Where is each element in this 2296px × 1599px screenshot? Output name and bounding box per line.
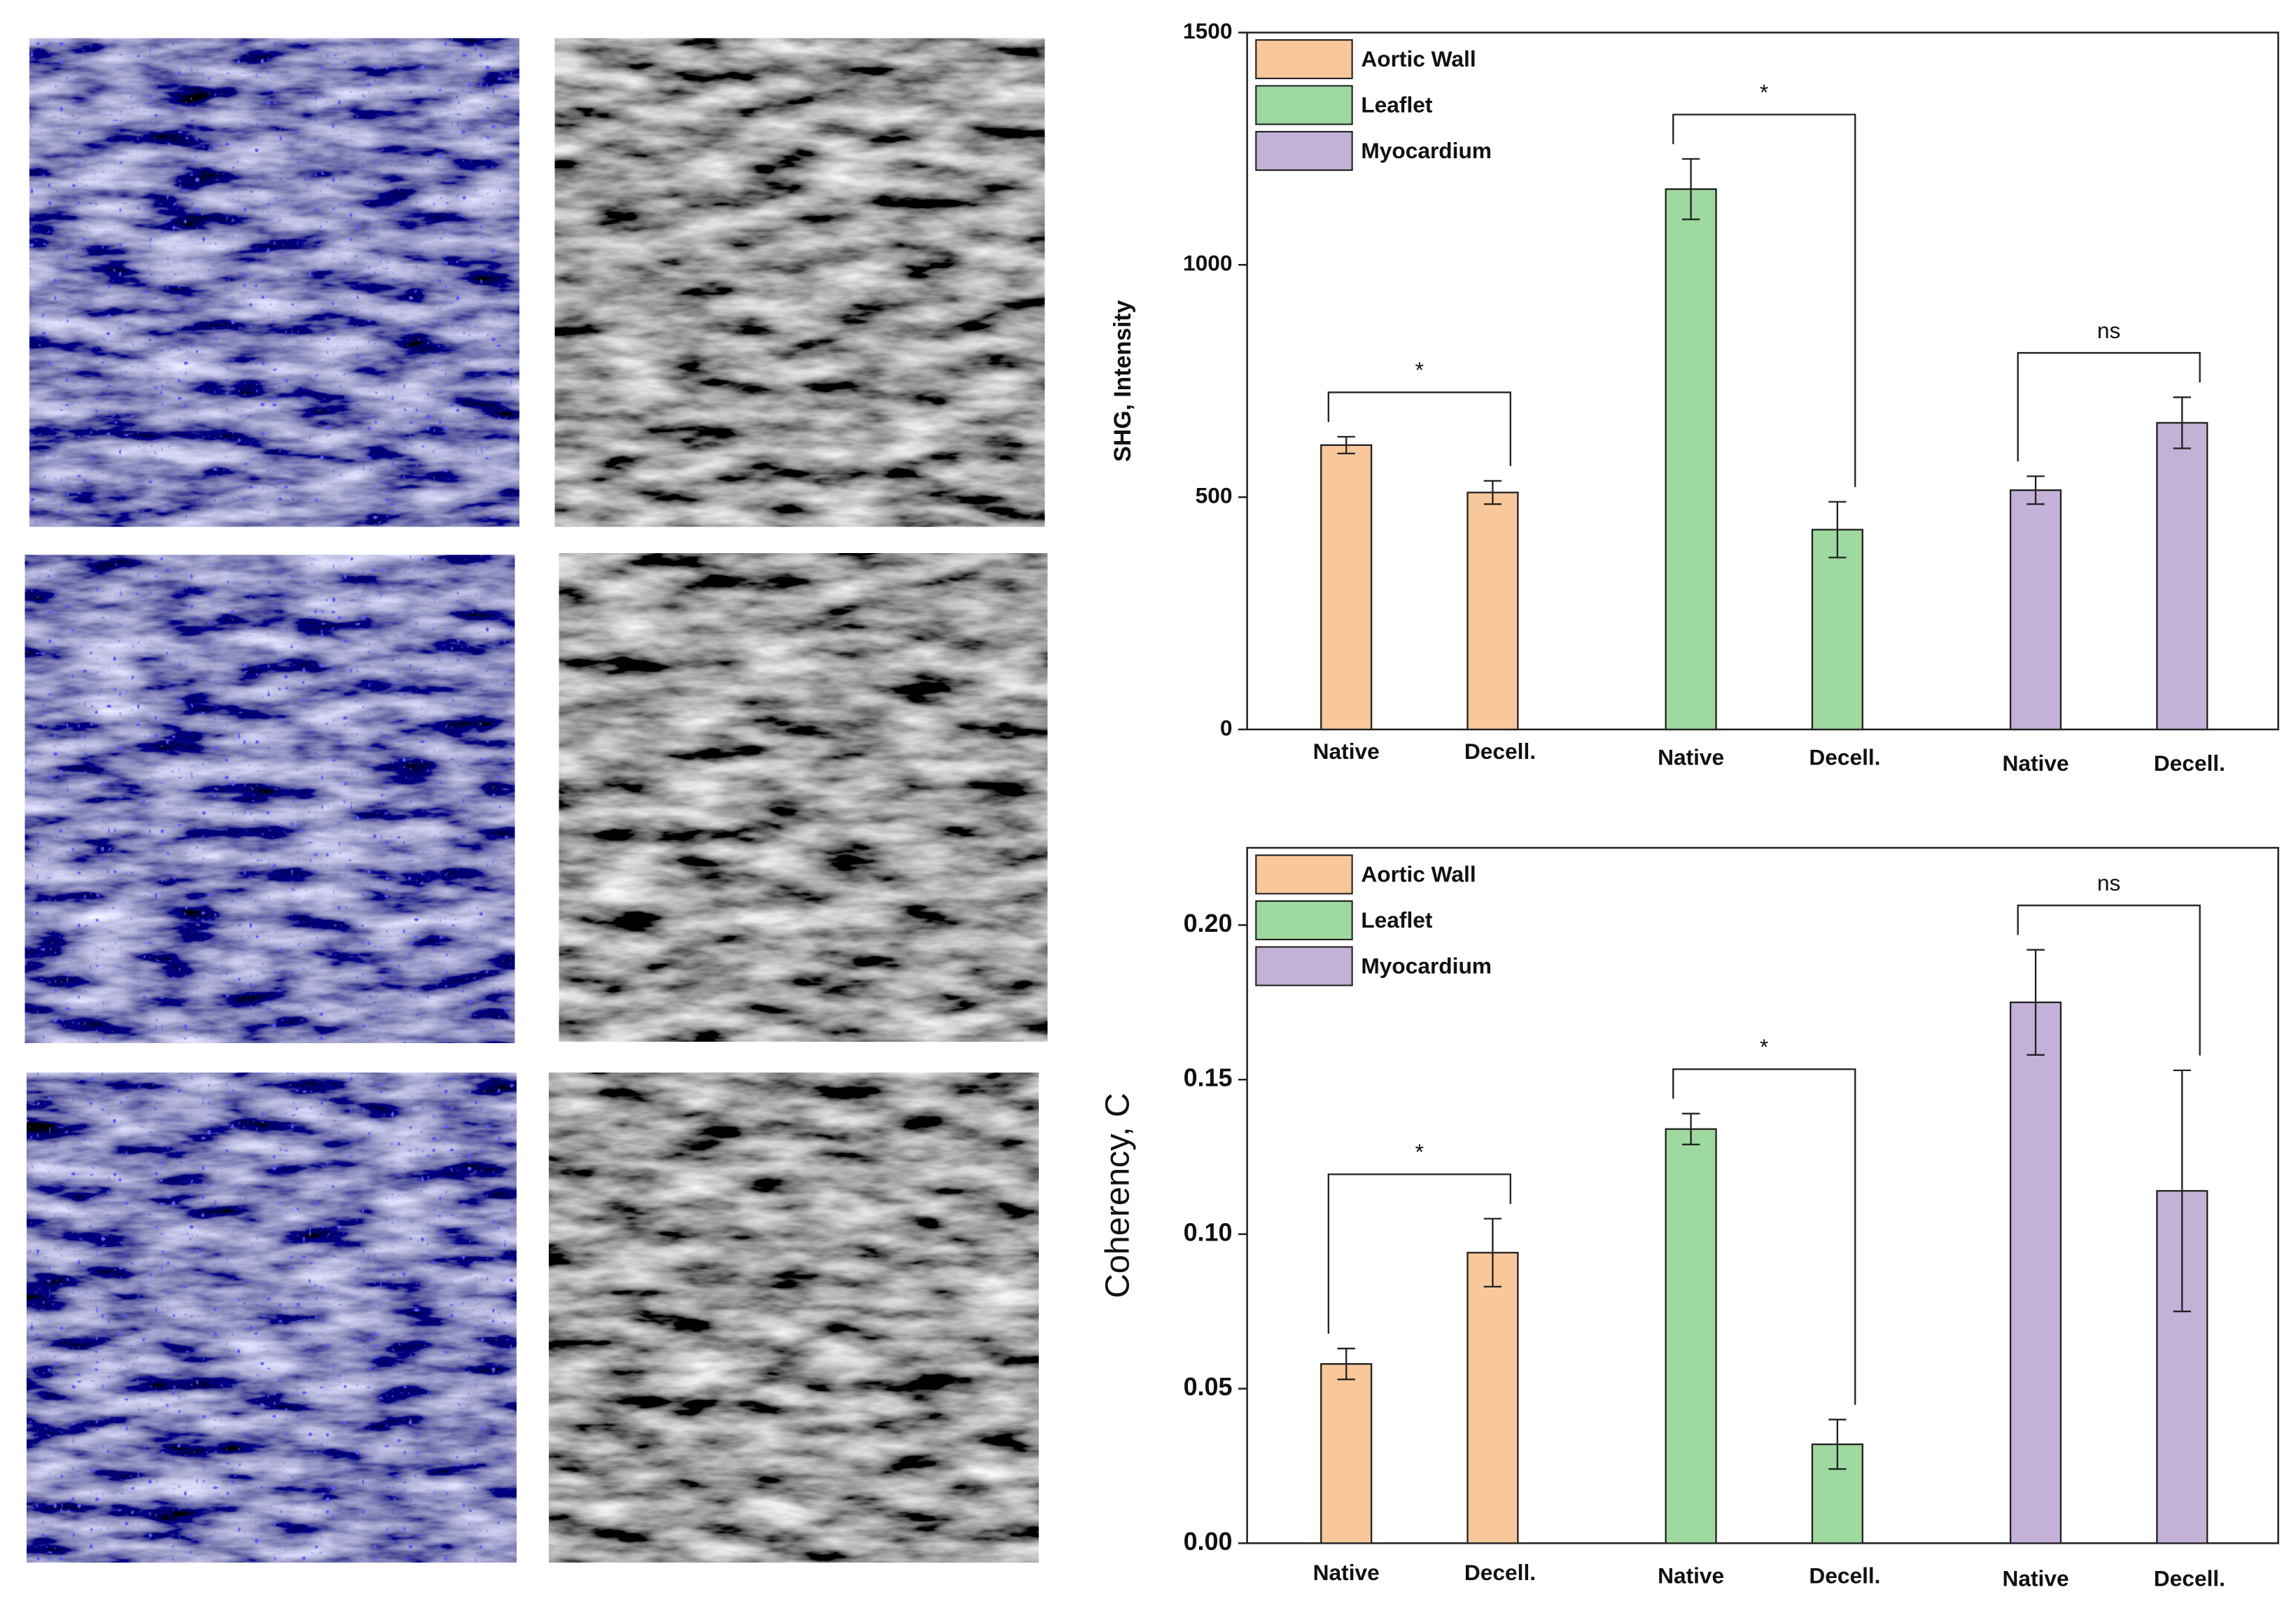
significance-bracket [2017,905,2201,1056]
error-bar [2173,396,2191,449]
legend-swatch [1255,900,1353,941]
significance-label: ns [2097,318,2120,343]
x-tick-label: Decell. [2154,750,2225,776]
significance-label: * [1760,79,1768,104]
significance-bracket [1327,1173,1511,1334]
plot-frame [1246,32,2279,731]
legend-label: Myocardium [1361,138,1492,163]
bar [1320,1363,1373,1544]
significance-label: * [1760,1034,1768,1059]
y-tick-label: 1500 [1183,18,1232,43]
significance-bracket [1672,113,1856,487]
significance-label: * [1415,1139,1424,1164]
bar [1665,188,1717,731]
error-bar [1483,1217,1502,1288]
y-tick-label: 0.10 [1184,1217,1233,1246]
x-tick-label: Native [2002,1566,2068,1591]
legend-label: Leaflet [1361,907,1433,933]
micrographs [24,38,1048,1563]
legend: Aortic Wall Leaflet Myocardium [1255,39,1492,172]
error-bar [1828,501,1847,559]
y-axis-title: Coherency, C [1099,1093,1137,1298]
micrograph [549,1073,1039,1563]
y-tick-label: 0.20 [1184,909,1233,937]
legend-label: Aortic Wall [1361,46,1476,71]
bar [2156,421,2208,731]
error-bar [1828,1418,1847,1470]
legend-swatch [1255,854,1353,895]
x-tick-label: Decell. [1464,739,1536,764]
error-bar [1681,1112,1700,1145]
error-bar [1337,1348,1355,1381]
y-tick-label: 0.05 [1184,1372,1233,1401]
micrograph [29,38,519,527]
error-bar [2026,475,2045,505]
x-tick-label: Decell. [1464,1560,1536,1585]
error-bar [1483,480,1502,505]
micrograph [559,553,1048,1042]
significance-bracket [1327,391,1511,466]
plot-frame [1246,846,2279,1544]
significance-bracket [1672,1068,1856,1405]
y-axis-title: SHG, Intensity [1110,300,1136,462]
y-tick-label: 500 [1196,483,1233,508]
chart: 0.00 0.05 0.10 0.15 0.20 Coherency, C Native De… [1099,846,2279,1591]
significance-bracket [2017,351,2201,462]
error-bar [2173,1069,2191,1313]
x-tick-label: Decell. [1809,1563,1880,1588]
x-tick-label: Decell. [2154,1566,2225,1591]
legend: Aortic Wall Leaflet Myocardium [1255,854,1492,986]
significance-label: ns [2097,870,2120,895]
bar [1466,491,1519,731]
micrograph [554,38,1045,527]
y-tick-label: 0.00 [1184,1527,1233,1556]
bar [2009,489,2062,731]
error-bar [1337,435,1355,454]
bar [1811,529,1863,731]
error-bar [2026,949,2045,1056]
error-bar [1681,158,1700,221]
legend-label: Myocardium [1361,954,1492,979]
legend-swatch [1255,131,1353,172]
legend-label: Leaflet [1361,92,1433,118]
micrograph [24,554,515,1043]
y-tick-label: 0.15 [1184,1063,1233,1092]
x-tick-label: Native [1313,1560,1380,1585]
x-tick-label: Native [1313,739,1380,764]
x-tick-label: Native [2002,750,2068,776]
bar [1320,444,1373,731]
x-tick-label: Native [1658,745,1724,770]
legend-swatch [1255,85,1353,125]
bar [1665,1128,1717,1544]
bar [1466,1252,1519,1544]
y-tick-label: 1000 [1183,251,1232,276]
x-tick-label: Decell. [1809,745,1880,770]
bar [2009,1001,2062,1544]
legend-swatch [1255,946,1353,986]
y-tick-label: 0 [1220,715,1233,740]
x-tick-label: Native [1658,1563,1724,1588]
legend-label: Aortic Wall [1361,862,1476,887]
legend-swatch [1255,39,1353,80]
micrograph [27,1073,517,1563]
chart: 0 500 1000 1500 SHG, Intensity Native Decell. *… [1110,18,2279,776]
significance-label: * [1415,357,1424,382]
